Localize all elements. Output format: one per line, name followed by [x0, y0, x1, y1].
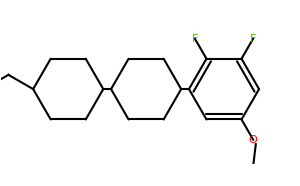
Text: F: F: [250, 33, 256, 44]
Text: O: O: [249, 135, 258, 145]
Text: F: F: [192, 33, 198, 44]
